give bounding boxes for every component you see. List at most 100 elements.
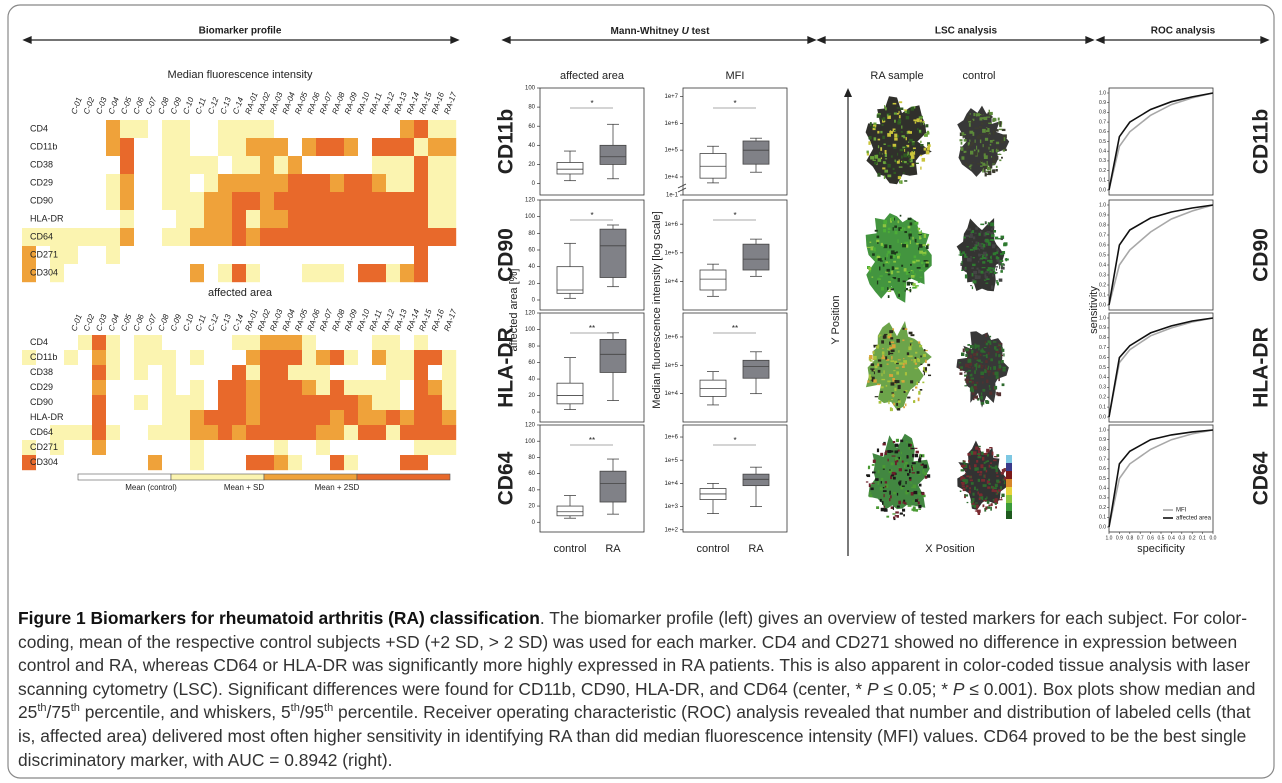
heatmap-cell <box>134 380 149 396</box>
heatmap-cell <box>260 192 275 211</box>
tissue-speckle <box>995 375 999 379</box>
tissue-speckle <box>977 364 981 368</box>
tissue-speckle <box>908 233 912 237</box>
tissue-speckle <box>982 128 986 133</box>
tissue-speckle <box>964 253 967 257</box>
tissue-speckle <box>1003 137 1006 142</box>
tissue-speckle <box>877 383 881 386</box>
heatmap-cell <box>176 264 191 283</box>
tissue-speckle <box>979 471 983 474</box>
tissue-speckle <box>886 268 890 272</box>
color-scale <box>1006 511 1012 519</box>
heatmap-cell <box>64 350 79 366</box>
tissue-speckle <box>960 482 965 484</box>
tissue-speckle <box>970 378 973 382</box>
tissue-speckle <box>976 163 980 165</box>
tissue-speckle <box>969 144 973 147</box>
tissue-speckle <box>884 485 887 488</box>
heatmap-cell <box>92 365 107 381</box>
tissue-speckle <box>894 133 898 138</box>
tissue-speckle <box>906 144 910 148</box>
heatmap-cell <box>36 264 51 283</box>
tissue-speckle <box>977 242 980 246</box>
tissue-speckle <box>991 228 994 231</box>
x-tick-label: 0.4 <box>1168 535 1175 541</box>
tissue-speckle <box>877 240 879 244</box>
tissue-speckle <box>980 231 982 234</box>
tissue-speckle <box>893 402 896 406</box>
y-tick-label: 0.8 <box>1099 335 1106 341</box>
heatmap-cell <box>358 455 373 471</box>
heatmap-cell <box>36 156 51 175</box>
tissue-speckle <box>963 150 967 154</box>
x-tick-label: 1.0 <box>1106 535 1113 541</box>
tissue-speckle <box>914 453 919 458</box>
heatmap-cell <box>344 156 359 175</box>
heatmap-cell <box>302 192 317 211</box>
tissue-speckle <box>894 225 897 228</box>
y-tick-label: 0.7 <box>1099 345 1106 351</box>
tissue-speckle <box>903 360 907 363</box>
tissue-speckle <box>898 159 900 163</box>
x-tick-label: RA <box>748 543 764 555</box>
heatmap-cell <box>50 350 65 366</box>
heatmap-cell <box>64 174 79 193</box>
tissue-speckle <box>899 362 903 365</box>
heatmap-cell <box>330 192 345 211</box>
tissue-speckle <box>958 362 962 364</box>
tissue-speckle <box>890 270 894 275</box>
tissue-speckle <box>898 115 901 119</box>
lsc-axes: Y Position X Position <box>830 88 975 556</box>
tissue-speckle <box>1000 497 1003 499</box>
heatmap-cell <box>400 264 415 283</box>
tissue-speckle <box>922 463 924 465</box>
tissue-speckle <box>886 515 890 518</box>
heatmap-cell <box>344 380 359 396</box>
color-scale <box>1006 455 1012 463</box>
heatmap-cell <box>50 455 65 471</box>
heatmap-cell <box>386 228 401 247</box>
row-title: CD90 <box>495 228 518 282</box>
heatmap-cell <box>260 440 275 456</box>
tissue-speckle <box>908 346 912 351</box>
heatmap-cell <box>344 410 359 426</box>
tissue-speckle <box>927 142 931 146</box>
heatmap-cell <box>50 395 65 411</box>
y-tick-label: 0.5 <box>1099 252 1106 258</box>
tissue-speckle <box>891 408 893 412</box>
tissue-speckle <box>891 250 895 255</box>
y-tick-label: 0.0 <box>1099 524 1106 530</box>
heatmap-cell <box>148 335 163 351</box>
tissue-speckle <box>960 477 962 481</box>
y-tick-label: 20 <box>528 504 535 510</box>
tissue-speckle <box>994 465 998 470</box>
heatmap-cell <box>176 246 191 265</box>
heatmap-cell <box>120 138 135 157</box>
tissue-speckle <box>961 269 964 271</box>
heatmap-cell <box>428 425 443 441</box>
tissue-speckle <box>982 350 986 353</box>
heatmap-cell <box>176 228 191 247</box>
tissue-speckle <box>899 480 902 482</box>
tissue-speckle <box>921 157 926 162</box>
tissue-speckle <box>986 166 990 171</box>
tissue-speckle <box>975 351 979 354</box>
tissue-speckle <box>882 465 886 469</box>
tissue-speckle <box>913 490 918 495</box>
heatmap-cell <box>148 264 163 283</box>
tissue-speckle <box>884 150 887 154</box>
y-tick-label: 1e+5 <box>664 250 678 256</box>
tissue-speckle <box>998 360 1001 364</box>
heatmap-cell <box>162 228 177 247</box>
tissue-speckle <box>893 516 896 519</box>
tissue-speckle <box>986 379 989 384</box>
heatmap-cell <box>302 246 317 265</box>
heatmap-cell <box>274 138 289 157</box>
tissue-speckle <box>972 132 975 136</box>
tissue-speckle <box>919 129 921 133</box>
tissue-speckle <box>967 142 970 146</box>
tissue-speckle <box>873 369 875 372</box>
heatmap-cell <box>358 425 373 441</box>
tissue-speckle <box>969 139 971 142</box>
tissue-speckle <box>888 351 890 355</box>
